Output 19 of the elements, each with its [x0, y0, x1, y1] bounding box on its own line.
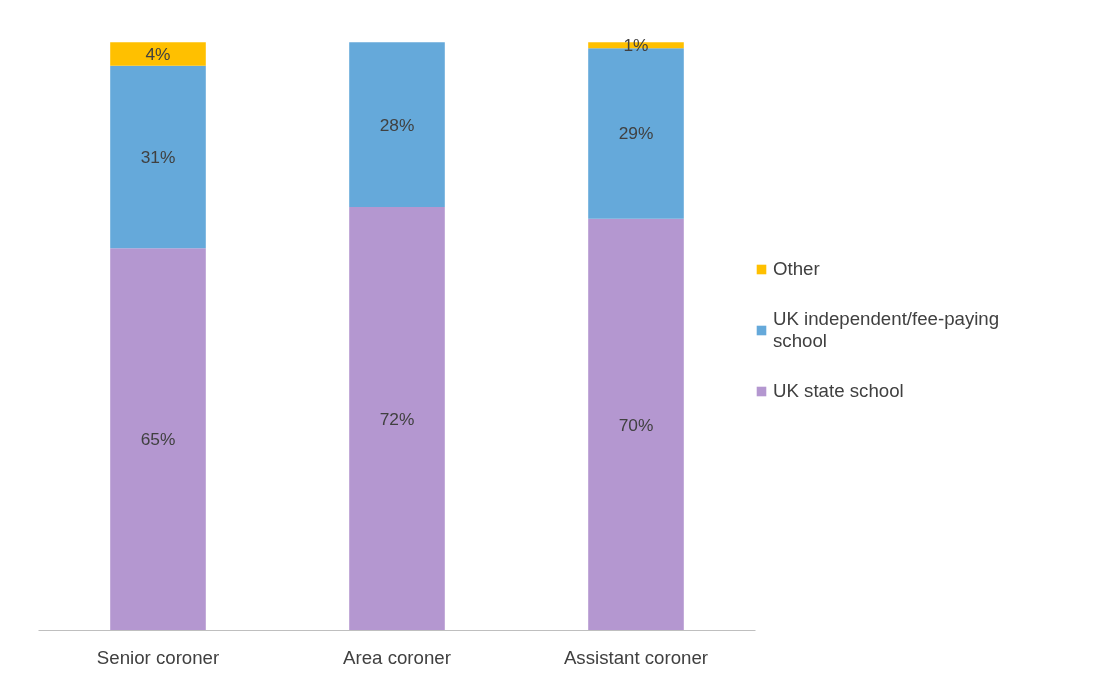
bar [110, 248, 206, 631]
bar [349, 206, 445, 631]
bar [349, 42, 445, 207]
x-tick-label: Assistant coroner [563, 646, 709, 668]
data-label: 29% [618, 123, 654, 144]
legend-label: UK state school [773, 380, 904, 402]
x-tick-label: Senior coroner [96, 646, 220, 668]
data-label: 72% [379, 408, 415, 429]
data-label: 28% [379, 114, 415, 135]
bar [588, 218, 684, 631]
x-tick-label: Area coroner [343, 646, 451, 668]
data-label: 31% [140, 146, 176, 167]
legend-label: Other [773, 258, 820, 280]
bar [110, 42, 206, 66]
data-label: 65% [140, 429, 176, 450]
bar [110, 65, 206, 249]
legend-label: UK independent/fee-paying school [773, 308, 1000, 352]
data-label: 70% [618, 414, 654, 435]
data-label: 4% [145, 44, 171, 65]
